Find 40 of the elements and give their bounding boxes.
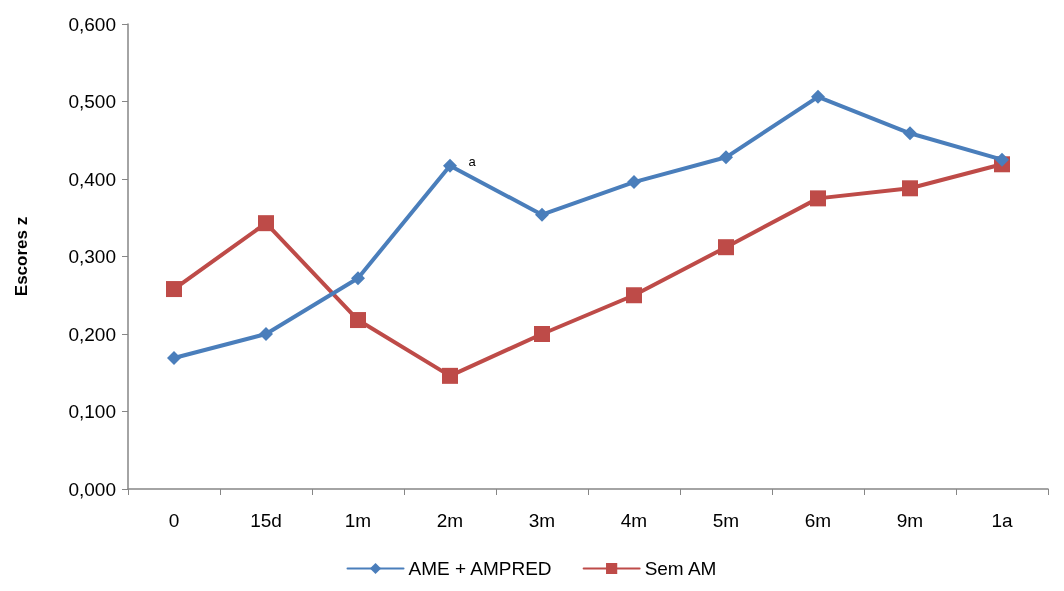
point (811, 89, 825, 104)
point (350, 312, 366, 329)
legend-label: Sem AM (644, 558, 717, 579)
point (258, 215, 274, 232)
point (903, 126, 917, 141)
point (810, 190, 826, 207)
y-axis-title: Escores z (12, 216, 31, 297)
x-tick-label: 1m (344, 510, 372, 531)
y-tick-label: 0,400 (68, 168, 116, 190)
x-tick-label: 15d (250, 510, 282, 531)
point (627, 175, 641, 190)
point (442, 367, 458, 384)
point (995, 152, 1009, 167)
point (902, 180, 918, 197)
x-tick-label: 9m (896, 510, 924, 531)
point (718, 239, 734, 256)
y-tick-label: 0,100 (68, 401, 116, 422)
legend-label: AME + AMPRED (408, 558, 552, 579)
annotation: a (468, 154, 477, 170)
x-tick-label: 3m (528, 510, 556, 531)
y-tick-label: 0,000 (68, 478, 116, 500)
y-tick-label: 0,500 (68, 91, 116, 112)
point (166, 281, 182, 298)
y-tick-label: 0,300 (68, 246, 116, 267)
x-tick-label: 4m (620, 510, 648, 531)
point (534, 326, 550, 342)
x-tick-label: 0 (168, 510, 180, 531)
x-tick-label: 2m (436, 510, 464, 531)
y-tick-label: 0,200 (68, 323, 116, 345)
x-tick-label: 1a (991, 510, 1013, 531)
point (626, 287, 642, 304)
point (535, 207, 549, 222)
point (259, 327, 273, 341)
point (443, 158, 457, 173)
y-tick-label: 0,600 (68, 13, 116, 35)
x-tick-label: 5m (712, 510, 740, 531)
x-tick-label: 6m (804, 510, 832, 531)
point (351, 271, 365, 286)
point (167, 351, 181, 366)
point (719, 150, 733, 165)
